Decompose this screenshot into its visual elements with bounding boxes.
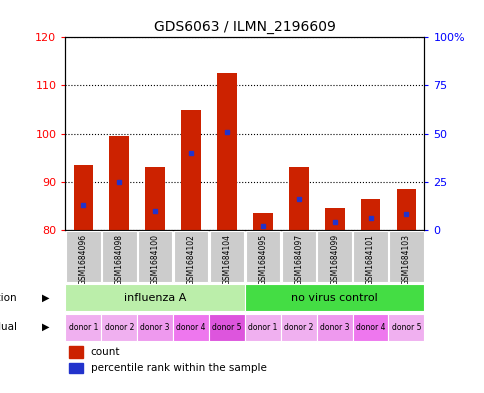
Bar — [217, 73, 236, 230]
FancyBboxPatch shape — [352, 314, 388, 341]
Bar — [109, 136, 129, 230]
FancyBboxPatch shape — [137, 231, 172, 282]
Bar — [253, 213, 272, 230]
Text: donor 4: donor 4 — [355, 323, 384, 332]
Text: donor 3: donor 3 — [319, 323, 348, 332]
Text: donor 1: donor 1 — [248, 323, 277, 332]
Title: GDS6063 / ILMN_2196609: GDS6063 / ILMN_2196609 — [153, 20, 335, 33]
Bar — [181, 110, 200, 230]
FancyBboxPatch shape — [66, 231, 101, 282]
FancyBboxPatch shape — [244, 284, 424, 311]
FancyBboxPatch shape — [352, 231, 387, 282]
Bar — [324, 208, 344, 230]
FancyBboxPatch shape — [316, 314, 352, 341]
FancyBboxPatch shape — [280, 314, 316, 341]
FancyBboxPatch shape — [65, 284, 244, 311]
Bar — [360, 198, 379, 230]
FancyBboxPatch shape — [173, 314, 209, 341]
Text: GSM1684097: GSM1684097 — [294, 234, 302, 285]
Text: donor 1: donor 1 — [69, 323, 98, 332]
Bar — [288, 167, 308, 230]
FancyBboxPatch shape — [281, 231, 316, 282]
FancyBboxPatch shape — [245, 231, 280, 282]
Text: ▶: ▶ — [42, 293, 50, 303]
Text: no virus control: no virus control — [291, 293, 377, 303]
Text: donor 4: donor 4 — [176, 323, 205, 332]
Text: GSM1684098: GSM1684098 — [115, 234, 123, 285]
Text: GSM1684099: GSM1684099 — [330, 234, 338, 285]
FancyBboxPatch shape — [209, 314, 244, 341]
Text: individual: individual — [0, 322, 17, 332]
Text: GSM1684095: GSM1684095 — [258, 234, 267, 285]
Text: influenza A: influenza A — [124, 293, 186, 303]
Text: GSM1684104: GSM1684104 — [222, 234, 231, 285]
FancyBboxPatch shape — [65, 314, 101, 341]
Text: ▶: ▶ — [42, 322, 50, 332]
Bar — [74, 165, 93, 230]
FancyBboxPatch shape — [388, 314, 424, 341]
Bar — [396, 189, 415, 230]
Text: donor 5: donor 5 — [391, 323, 420, 332]
Text: donor 5: donor 5 — [212, 323, 241, 332]
Bar — [145, 167, 165, 230]
FancyBboxPatch shape — [317, 231, 351, 282]
Text: percentile rank within the sample: percentile rank within the sample — [91, 363, 266, 373]
Text: infection: infection — [0, 293, 17, 303]
Bar — [69, 363, 83, 373]
FancyBboxPatch shape — [244, 314, 280, 341]
Text: GSM1684101: GSM1684101 — [365, 234, 374, 285]
FancyBboxPatch shape — [102, 231, 136, 282]
Text: count: count — [91, 347, 120, 357]
FancyBboxPatch shape — [209, 231, 244, 282]
FancyBboxPatch shape — [388, 231, 423, 282]
Text: donor 3: donor 3 — [140, 323, 169, 332]
Text: GSM1684100: GSM1684100 — [151, 234, 159, 285]
Text: GSM1684103: GSM1684103 — [401, 234, 410, 285]
Bar — [69, 346, 83, 358]
Text: GSM1684102: GSM1684102 — [186, 234, 195, 285]
Text: GSM1684096: GSM1684096 — [79, 234, 88, 285]
FancyBboxPatch shape — [101, 314, 137, 341]
FancyBboxPatch shape — [173, 231, 208, 282]
Text: donor 2: donor 2 — [105, 323, 134, 332]
FancyBboxPatch shape — [137, 314, 173, 341]
Text: donor 2: donor 2 — [284, 323, 313, 332]
